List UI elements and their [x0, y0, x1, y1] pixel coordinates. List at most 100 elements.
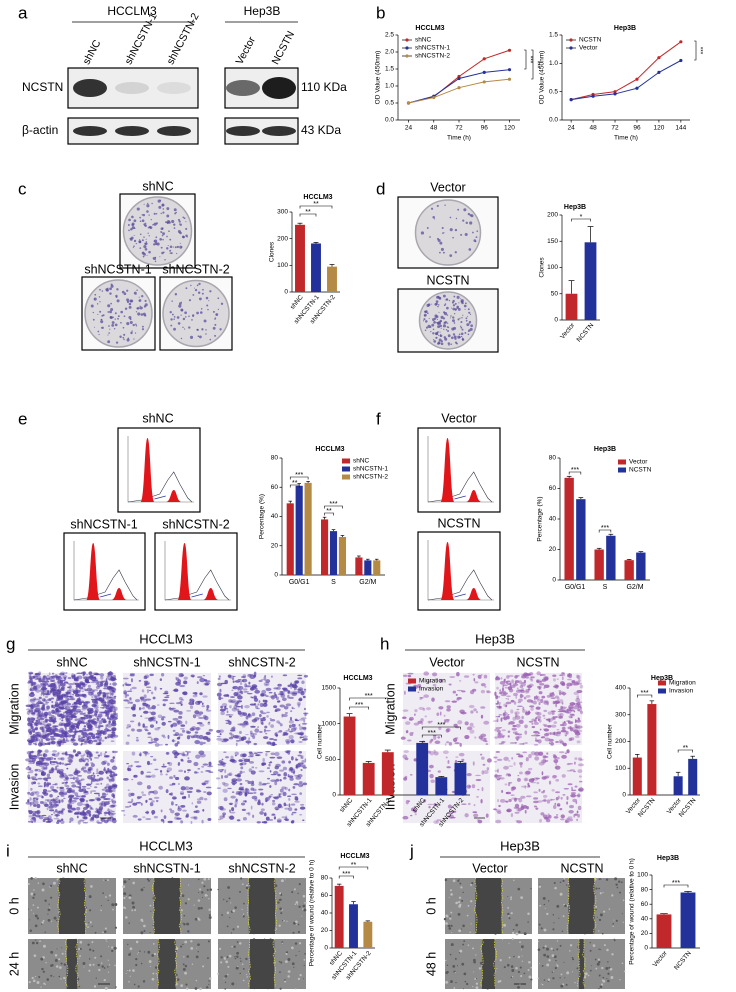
- cell: [557, 678, 559, 679]
- cell: [111, 950, 113, 952]
- colony: [214, 335, 216, 337]
- cell: [265, 679, 270, 683]
- cell: [207, 889, 209, 891]
- cell: [31, 683, 33, 687]
- cell: [197, 676, 202, 678]
- cell: [69, 685, 72, 689]
- cell: [50, 965, 52, 967]
- x-axis-label: Time (h): [447, 135, 471, 142]
- cell: [53, 675, 58, 678]
- cell: [569, 805, 574, 808]
- significance-bracket: [524, 50, 526, 69]
- cell: [107, 692, 110, 693]
- cell: [86, 800, 88, 802]
- cell: [169, 784, 173, 786]
- cell: [522, 709, 526, 713]
- colony: [145, 303, 148, 306]
- cell: [99, 690, 102, 694]
- cell: [209, 729, 213, 732]
- cell: [250, 731, 253, 735]
- colony: [454, 322, 456, 324]
- cell: [465, 981, 467, 983]
- cell: [109, 805, 115, 808]
- colony: [425, 320, 428, 323]
- cell: [408, 675, 411, 677]
- cell: [467, 773, 472, 776]
- cell: [135, 699, 140, 702]
- colony: [217, 297, 219, 299]
- cell: [111, 735, 114, 739]
- colony: [162, 232, 165, 235]
- colony: [142, 219, 145, 222]
- cell: [192, 964, 193, 965]
- colony: [433, 340, 436, 343]
- cell: [229, 955, 232, 958]
- cell: [291, 821, 294, 824]
- colony: [134, 228, 135, 229]
- cell: [542, 771, 544, 775]
- cell: [83, 966, 84, 967]
- cell: [254, 690, 260, 694]
- cell: [580, 685, 584, 689]
- cell: [156, 973, 157, 974]
- cell: [494, 736, 498, 738]
- cell: [198, 717, 204, 719]
- cell: [37, 719, 40, 722]
- cell: [278, 731, 280, 733]
- cell: [293, 786, 296, 789]
- cell: [103, 702, 107, 704]
- cell: [82, 688, 86, 689]
- cell: [535, 807, 538, 809]
- colony: [205, 333, 206, 334]
- cell: [205, 894, 208, 897]
- cell: [559, 741, 564, 744]
- cell: [78, 820, 81, 824]
- cell: [240, 771, 243, 774]
- cell: [148, 707, 153, 709]
- cell: [183, 923, 185, 925]
- cell: [130, 976, 131, 977]
- cell: [240, 766, 243, 769]
- cell: [303, 735, 308, 738]
- cell: [87, 755, 89, 757]
- colony: [160, 231, 162, 233]
- cell: [304, 708, 306, 710]
- cell: [513, 880, 514, 881]
- cell: [616, 920, 618, 922]
- cell: [533, 731, 539, 734]
- cell: [83, 674, 85, 677]
- cell: [528, 975, 531, 978]
- colony: [455, 251, 457, 253]
- cell: [554, 887, 557, 890]
- cell: [570, 944, 572, 946]
- cell: [555, 695, 559, 698]
- cell: [50, 975, 52, 977]
- y-tick-label: 0.5: [385, 100, 394, 107]
- cell: [79, 955, 81, 957]
- cell: [409, 732, 413, 736]
- cell: [225, 756, 229, 758]
- colony: [170, 325, 172, 327]
- cell: [55, 783, 58, 786]
- cell: [75, 777, 79, 780]
- cell: [434, 751, 439, 755]
- colony: [466, 222, 468, 224]
- cell: [38, 882, 40, 884]
- cell: [450, 954, 452, 956]
- cell: [136, 765, 142, 767]
- cell: [621, 881, 623, 883]
- legend-label: Vector: [579, 45, 598, 52]
- cell: [520, 806, 524, 810]
- colony: [460, 327, 462, 329]
- cell: [200, 907, 203, 910]
- cell: [108, 960, 109, 961]
- colony: [126, 290, 128, 292]
- colony: [154, 240, 156, 242]
- cell: [169, 776, 173, 779]
- cell: [268, 795, 271, 798]
- colony: [116, 288, 118, 290]
- cell: [555, 762, 557, 765]
- cell: [88, 710, 94, 713]
- colony: [136, 307, 138, 309]
- cell: [455, 756, 458, 758]
